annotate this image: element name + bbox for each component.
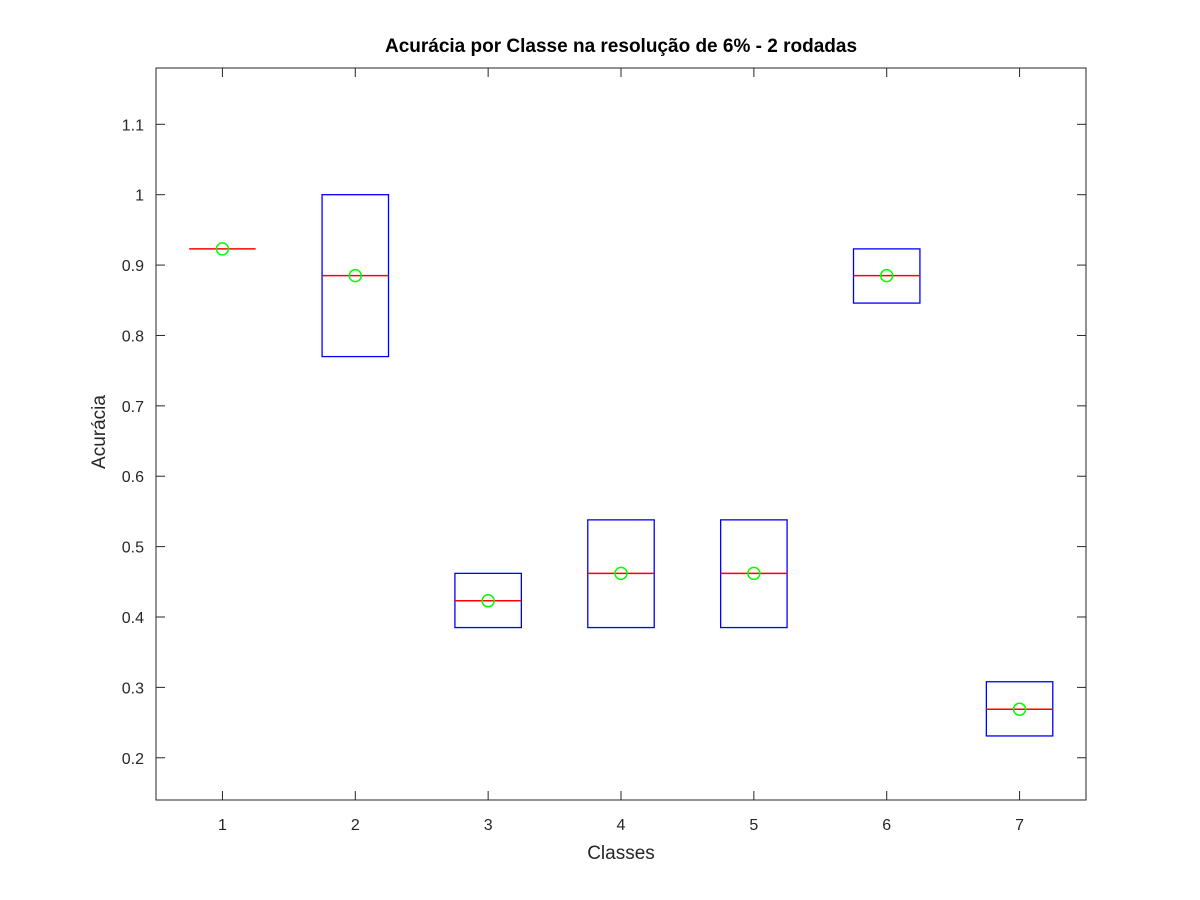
x-tick-label: 7 xyxy=(1015,817,1024,834)
y-tick-label: 0.2 xyxy=(122,751,144,768)
mean-marker-5 xyxy=(747,566,761,581)
mean-marker-3 xyxy=(481,594,495,608)
x-tick-label: 1 xyxy=(218,817,227,834)
x-axis-label: Classes xyxy=(587,843,655,864)
y-tick-label: 1 xyxy=(135,188,144,205)
y-tick-label: 0.5 xyxy=(122,540,144,557)
mean-marker-1 xyxy=(215,242,230,256)
chart-title: Acurácia por Classe na resolução de 6% -… xyxy=(384,36,858,57)
y-tick-label: 1.1 xyxy=(122,117,144,134)
mean-marker-4 xyxy=(614,566,628,581)
y-tick-label: 0.3 xyxy=(122,680,144,697)
y-tick-label: 0.6 xyxy=(122,469,144,486)
mean-marker-7 xyxy=(1012,702,1027,716)
x-tick-label: 3 xyxy=(484,817,493,834)
x-tick-label: 4 xyxy=(617,817,626,834)
y-tick-label: 0.9 xyxy=(122,258,144,275)
y-tick-label: 0.7 xyxy=(122,399,144,416)
x-tick-label: 5 xyxy=(749,817,758,834)
mean-marker-6 xyxy=(879,268,894,283)
y-axis-label: Acurácia xyxy=(89,395,110,469)
y-tick-label: 0.4 xyxy=(122,610,144,627)
axes-frame xyxy=(155,67,1087,801)
y-tick-label: 0.8 xyxy=(122,328,144,345)
mean-marker-2 xyxy=(348,268,363,283)
x-tick-label: 6 xyxy=(882,817,891,834)
x-tick-label: 2 xyxy=(351,817,360,834)
